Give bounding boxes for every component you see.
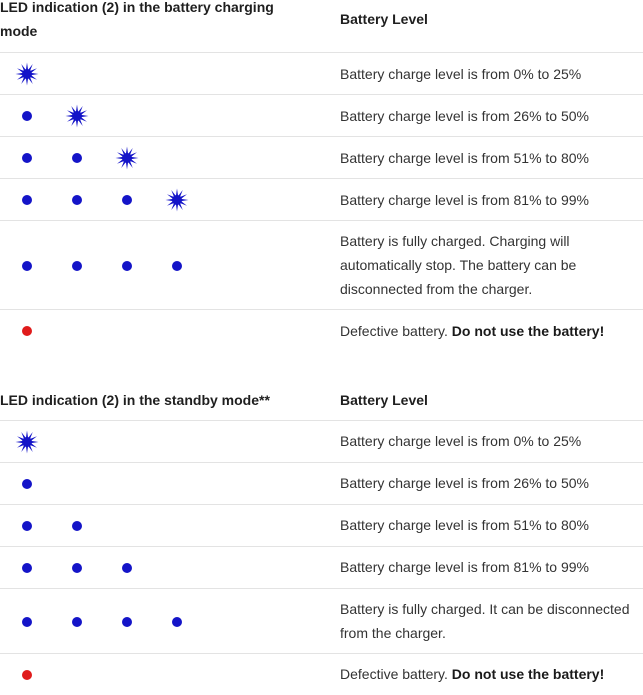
standby-row-leds <box>0 463 300 504</box>
charging-mode-table: LED indication (2) in the battery chargi… <box>0 0 643 351</box>
standby-row-leds <box>0 547 300 588</box>
blue-led-dot-icon <box>22 260 32 271</box>
charging-header-led: LED indication (2) in the battery chargi… <box>0 0 274 39</box>
charging-row-leds <box>0 179 300 220</box>
standby-row: Battery charge level is from 81% to 99% <box>0 547 643 589</box>
charging-row-leds <box>0 137 300 178</box>
charging-row: Defective battery. Do not use the batter… <box>0 310 643 351</box>
defective-warning: Do not use the battery! <box>451 323 605 339</box>
standby-row-leds <box>0 421 300 462</box>
blue-led-dot-icon <box>72 563 82 573</box>
blue-led-dot-icon <box>122 260 132 271</box>
standby-row-text: Battery is fully charged. It can be disc… <box>340 601 630 641</box>
blue-led-flashing-icon <box>115 146 139 170</box>
standby-row-leds <box>0 589 300 653</box>
blue-led-dot-icon <box>22 153 32 163</box>
charging-row-text: Defective battery. Do not use the batter… <box>340 319 643 343</box>
charging-row: Battery charge level is from 51% to 80% <box>0 137 643 179</box>
standby-row-text: Battery charge level is from 26% to 50% <box>340 475 590 491</box>
red-led-dot-icon <box>22 325 32 336</box>
standby-row: Battery is fully charged. It can be disc… <box>0 589 643 654</box>
standby-row-leds <box>0 505 300 546</box>
charging-row-text: Battery charge level is from 51% to 80% <box>340 150 590 166</box>
blue-led-dot-icon <box>172 260 182 271</box>
standby-header-row: LED indication (2) in the standby mode**… <box>0 378 643 421</box>
standby-header-level: Battery Level <box>340 392 428 408</box>
charging-row-leds <box>0 53 300 94</box>
blue-led-flashing-icon <box>15 430 39 454</box>
standby-row: Battery charge level is from 26% to 50% <box>0 463 643 505</box>
charging-row: Battery charge level is from 81% to 99% <box>0 179 643 221</box>
charging-row-text: Battery charge level is from 26% to 50% <box>340 108 590 124</box>
charging-row: Battery charge level is from 26% to 50% <box>0 95 643 137</box>
standby-row-text: Battery charge level is from 51% to 80% <box>340 517 590 533</box>
blue-led-dot-icon <box>22 479 32 489</box>
blue-led-flashing-icon <box>165 188 189 212</box>
blue-led-dot-icon <box>22 563 32 573</box>
blue-led-dot-icon <box>72 260 82 271</box>
charging-header-level: Battery Level <box>340 11 428 27</box>
blue-led-dot-icon <box>22 521 32 531</box>
standby-row-text: Battery charge level is from 0% to 25% <box>340 433 582 449</box>
defective-text: Defective battery. <box>340 323 448 339</box>
defective-warning: Do not use the battery! <box>451 666 605 682</box>
standby-header-led: LED indication (2) in the standby mode** <box>0 392 270 408</box>
blue-led-dot-icon <box>72 616 82 627</box>
blue-led-flashing-icon <box>65 104 89 128</box>
charging-row-leds <box>0 221 300 309</box>
blue-led-dot-icon <box>72 195 82 205</box>
blue-led-dot-icon <box>122 616 132 627</box>
charging-row-leds <box>0 310 300 351</box>
defective-text: Defective battery. <box>340 666 448 682</box>
blue-led-dot-icon <box>22 195 32 205</box>
blue-led-dot-icon <box>22 616 32 627</box>
standby-row: Defective battery. Do not use the batter… <box>0 654 643 695</box>
blue-led-flashing-icon <box>15 62 39 86</box>
blue-led-dot-icon <box>172 616 182 627</box>
blue-led-dot-icon <box>122 195 132 205</box>
charging-header-row: LED indication (2) in the battery chargi… <box>0 0 643 53</box>
charging-row-leds <box>0 95 300 136</box>
charging-row: Battery is fully charged. Charging will … <box>0 221 643 310</box>
standby-row-text: Defective battery. Do not use the batter… <box>340 662 643 686</box>
charging-row-text: Battery is fully charged. Charging will … <box>340 233 577 297</box>
charging-row: Battery charge level is from 0% to 25% <box>0 53 643 95</box>
blue-led-dot-icon <box>72 153 82 163</box>
charging-row-text: Battery charge level is from 81% to 99% <box>340 192 590 208</box>
standby-row-leds <box>0 654 300 695</box>
charging-row-text: Battery charge level is from 0% to 25% <box>340 66 582 82</box>
red-led-dot-icon <box>22 669 32 680</box>
standby-row: Battery charge level is from 0% to 25% <box>0 421 643 463</box>
blue-led-dot-icon <box>122 563 132 573</box>
standby-mode-table: LED indication (2) in the standby mode**… <box>0 378 643 695</box>
blue-led-dot-icon <box>22 111 32 121</box>
standby-row: Battery charge level is from 51% to 80% <box>0 505 643 547</box>
standby-row-text: Battery charge level is from 81% to 99% <box>340 559 590 575</box>
blue-led-dot-icon <box>72 521 82 531</box>
